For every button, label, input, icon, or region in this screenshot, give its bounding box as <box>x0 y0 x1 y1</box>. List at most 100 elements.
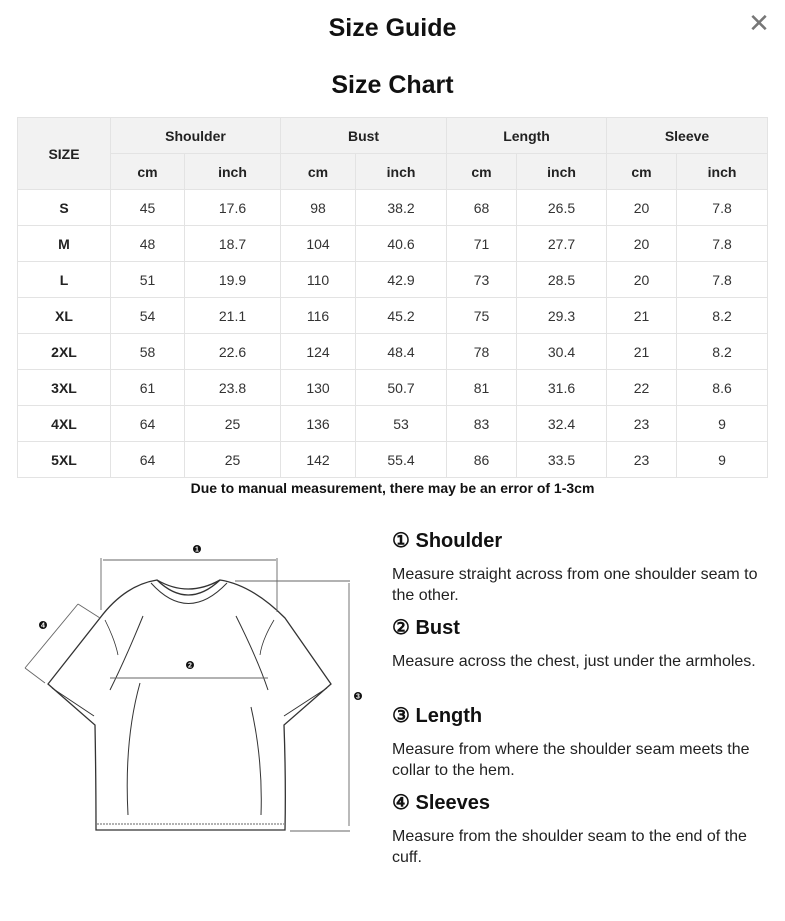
value-cell: 71 <box>446 225 518 262</box>
measurement-note: Due to manual measurement, there may be … <box>190 480 595 496</box>
value-cell: 38.2 <box>355 189 448 226</box>
value-cell: 30.4 <box>516 333 608 370</box>
value-cell: 58 <box>110 333 185 370</box>
table-row: M 48 18.7 104 40.6 71 27.7 20 7.8 <box>17 225 769 262</box>
marker-1-label: 1 <box>195 547 199 554</box>
value-cell: 27.7 <box>516 225 608 262</box>
value-cell: 142 <box>280 441 357 478</box>
size-cell: 4XL <box>17 405 111 442</box>
value-cell: 51 <box>110 261 185 298</box>
value-cell: 48 <box>110 225 185 262</box>
tshirt-outline <box>47 579 332 831</box>
value-cell: 83 <box>446 405 518 442</box>
value-cell: 7.8 <box>676 261 769 298</box>
marker-3-icon <box>354 692 362 700</box>
value-cell: 78 <box>446 333 518 370</box>
page-title: Size Guide <box>328 14 457 42</box>
value-cell: 124 <box>280 333 357 370</box>
value-cell: 116 <box>280 297 357 334</box>
value-cell: 64 <box>110 405 185 442</box>
table-row: S 45 17.6 98 38.2 68 26.5 20 7.8 <box>17 189 769 226</box>
guide-text: Measure across the chest, just under the… <box>392 653 756 670</box>
size-cell: XL <box>17 297 111 334</box>
value-cell: 86 <box>446 441 518 478</box>
table-row: 2XL 58 22.6 124 48.4 78 30.4 21 8.2 <box>17 333 769 370</box>
value-cell: 31.6 <box>516 369 608 406</box>
size-table: SIZE Shoulder Bust Length Sleeve cm inch cm inch… <box>17 117 769 478</box>
table-row: 3XL 61 23.8 130 50.7 81 31.6 22 8.6 <box>17 369 769 406</box>
value-cell: 8.2 <box>676 297 769 334</box>
value-cell: 9 <box>676 405 769 442</box>
value-cell: 28.5 <box>516 261 608 298</box>
value-cell: 22.6 <box>183 333 282 370</box>
group-header: Sleeve <box>606 117 769 154</box>
guide-text: Measure from the shoulder seam to the en… <box>392 828 747 866</box>
table-row: 4XL 64 25 136 53 83 32.4 23 9 <box>17 405 769 442</box>
value-cell: 7.8 <box>676 225 769 262</box>
size-header: SIZE <box>17 117 111 190</box>
value-cell: 18.7 <box>183 225 282 262</box>
chart-title: Size Chart <box>331 71 454 99</box>
table-row: 5XL 64 25 142 55.4 86 33.5 23 9 <box>17 441 769 478</box>
value-cell: 53 <box>355 405 448 442</box>
table-row: XL 54 21.1 116 45.2 75 29.3 21 8.2 <box>17 297 769 334</box>
guide-shoulder: ① Shoulder Measure straight across from o… <box>392 528 772 606</box>
value-cell: 32.4 <box>516 405 608 442</box>
value-cell: 40.6 <box>355 225 448 262</box>
guide-title: ④ Sleeves <box>392 792 490 814</box>
value-cell: 8.2 <box>676 333 769 370</box>
value-cell: 21 <box>606 297 678 334</box>
size-cell: 3XL <box>17 369 111 406</box>
value-cell: 20 <box>606 225 678 262</box>
value-cell: 45 <box>110 189 185 226</box>
value-cell: 17.6 <box>183 189 282 226</box>
table-row: L 51 19.9 110 42.9 73 28.5 20 7.8 <box>17 261 769 298</box>
size-cell: M <box>17 225 111 262</box>
value-cell: 8.6 <box>676 369 769 406</box>
value-cell: 45.2 <box>355 297 448 334</box>
guide-title: ② Bust <box>392 617 460 639</box>
guide-title: ③ Length <box>392 705 483 727</box>
dimension-lines <box>24 558 350 832</box>
guide-text: Measure straight across from one shoulde… <box>392 566 758 604</box>
marker-4-icon <box>39 621 47 629</box>
value-cell: 42.9 <box>355 261 448 298</box>
value-cell: 7.8 <box>676 189 769 226</box>
value-cell: 25 <box>183 441 282 478</box>
value-cell: 75 <box>446 297 518 334</box>
guide-title: ① Shoulder <box>392 530 503 552</box>
unit-header: inch <box>355 153 448 190</box>
value-cell: 23 <box>606 405 678 442</box>
value-cell: 55.4 <box>355 441 448 478</box>
group-header: Shoulder <box>109 117 282 154</box>
tshirt-diagram: 1 2 3 4 <box>24 545 362 832</box>
unit-header: cm <box>280 153 357 190</box>
value-cell: 29.3 <box>516 297 608 334</box>
guide-bust: ② Bust Measure across the chest, just und… <box>392 615 772 672</box>
value-cell: 20 <box>606 189 678 226</box>
value-cell: 48.4 <box>355 333 448 370</box>
guide-text: Measure from where the shoulder seam mee… <box>392 741 750 779</box>
value-cell: 50.7 <box>355 369 448 406</box>
value-cell: 110 <box>280 261 357 298</box>
value-cell: 98 <box>280 189 357 226</box>
value-cell: 19.9 <box>183 261 282 298</box>
value-cell: 25 <box>183 405 282 442</box>
marker-3-label: 3 <box>356 694 360 701</box>
value-cell: 104 <box>280 225 357 262</box>
value-cell: 23 <box>606 441 678 478</box>
marker-2-icon <box>186 661 194 669</box>
value-cell: 21 <box>606 333 678 370</box>
value-cell: 130 <box>280 369 357 406</box>
value-cell: 23.8 <box>183 369 282 406</box>
close-icon[interactable]: ✕ <box>748 8 770 38</box>
value-cell: 81 <box>446 369 518 406</box>
size-cell: L <box>17 261 111 298</box>
value-cell: 73 <box>446 261 518 298</box>
group-header: Bust <box>280 117 448 154</box>
value-cell: 61 <box>110 369 185 406</box>
value-cell: 68 <box>446 189 518 226</box>
value-cell: 33.5 <box>516 441 608 478</box>
value-cell: 54 <box>110 297 185 334</box>
unit-header: inch <box>183 153 282 190</box>
